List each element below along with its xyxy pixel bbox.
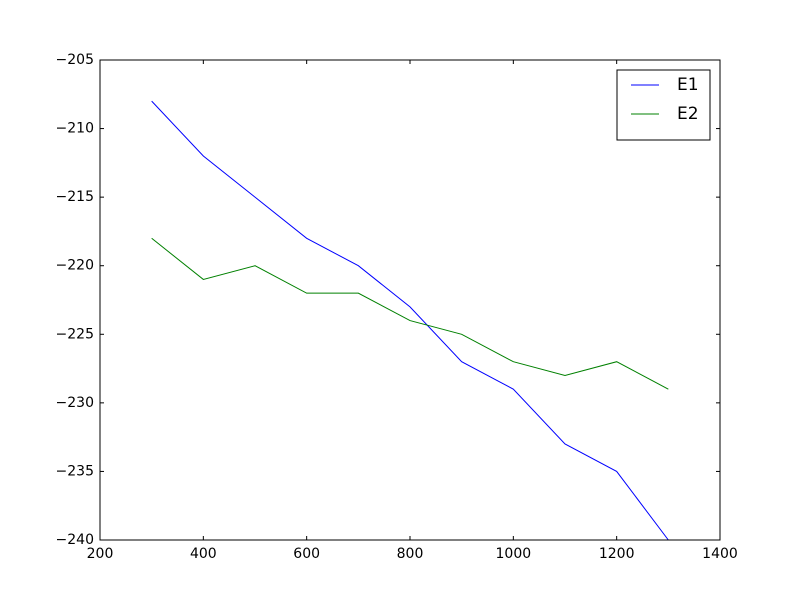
x-tick-label: 400 [190,546,217,562]
x-tick-label: 1000 [496,546,532,562]
line [151,237,669,390]
x-tick-label: 800 [397,546,424,562]
x-tick-label: 1200 [599,546,635,562]
legend-label: E1 [677,75,699,95]
y-tick-label: −230 [56,395,94,411]
line [151,100,669,541]
y-tick-label: −205 [56,52,94,68]
legend-box [616,69,711,141]
y-tick-label: −215 [56,189,94,205]
y-tick-label: −220 [56,258,94,274]
x-tick-label: 1400 [702,546,738,562]
plot-frame [99,59,721,541]
y-tick-label: −240 [56,532,94,548]
y-tick-label: −225 [56,326,94,342]
y-tick-label: −235 [56,463,94,479]
y-tick-label: −210 [56,121,94,137]
legend-label: E2 [677,104,699,124]
x-tick-label: 600 [293,546,320,562]
x-tick-label: 200 [87,546,114,562]
